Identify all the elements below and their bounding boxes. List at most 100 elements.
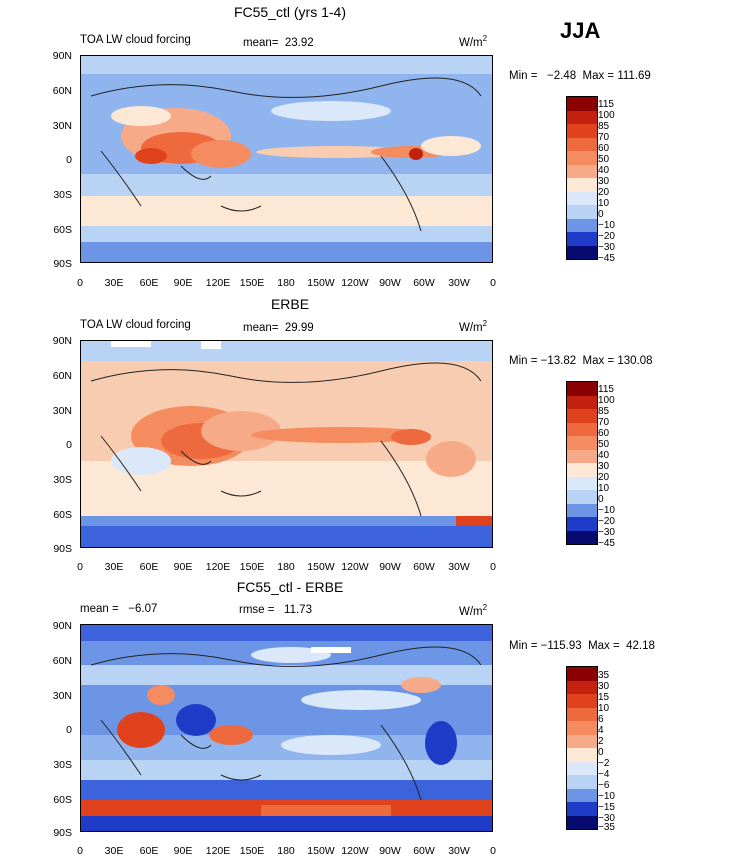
p2-lon-30e: 30E xyxy=(104,561,124,573)
panel1-colorbar xyxy=(566,96,598,260)
panel1-title: FC55_ctl (yrs 1-4) xyxy=(233,4,347,20)
p2-cbar-lbl-7: 30 xyxy=(598,461,610,472)
panel2-units: W/m2 xyxy=(459,319,488,334)
p2-lon-150w: 150W xyxy=(307,561,335,573)
p3-lon-30w: 30W xyxy=(448,845,470,857)
p1-lat-90s: 90S xyxy=(53,258,72,270)
panel1-variable-label: TOA LW cloud forcing xyxy=(80,34,191,46)
p2-lat-30n: 30N xyxy=(52,405,72,417)
p1-cbar-lbl-10: 0 xyxy=(598,209,604,220)
p1-cbar-lbl-9: 10 xyxy=(598,198,610,209)
p1-lon-60w: 60W xyxy=(413,277,435,289)
panel1-units: W/m2 xyxy=(459,34,488,49)
p3-cbar-lbl-6: 2 xyxy=(598,736,604,747)
p3-lon-0: 0 xyxy=(77,845,83,857)
p2-lon-120w: 120W xyxy=(341,561,369,573)
p2-lon-90w: 90W xyxy=(379,561,401,573)
p3-lon-30e: 30E xyxy=(104,845,124,857)
panel3-map-field xyxy=(81,625,492,831)
p1-lon-60e: 60E xyxy=(139,277,159,289)
p2-lon-150e: 150E xyxy=(239,561,265,573)
p2-lat-90n: 90N xyxy=(52,335,72,347)
p1-cbar-lbl-4: 60 xyxy=(598,143,610,154)
p1-lon-150w: 150W xyxy=(307,277,335,289)
p1-lon-30e: 30E xyxy=(104,277,124,289)
p3-cbar-lbl-0: 35 xyxy=(598,670,610,681)
p2-cbar-lbl-5: 50 xyxy=(598,439,610,450)
p3-lon-150e: 150E xyxy=(239,845,265,857)
p3-cbar-lbl-13: −30 xyxy=(598,813,615,824)
p1-lon-180: 180 xyxy=(277,277,295,289)
p3-lat-90n: 90N xyxy=(52,620,72,632)
panel3-colorbar xyxy=(566,666,598,830)
p3-lon-120w: 120W xyxy=(341,845,369,857)
p1-lon-0-end: 0 xyxy=(490,277,496,289)
panel3-title: FC55_ctl - ERBE xyxy=(236,579,344,595)
p2-cbar-lbl-9: 10 xyxy=(598,483,610,494)
p2-lat-30s: 30S xyxy=(53,474,72,486)
p2-cbar-lbl-3: 70 xyxy=(598,417,610,428)
p3-cbar-lbl-7: 0 xyxy=(598,747,604,758)
p1-cbar-lbl-0: 115 xyxy=(598,99,614,110)
p1-cbar-lbl-2: 85 xyxy=(598,121,610,132)
p2-cbar-lbl-10: 0 xyxy=(598,494,604,505)
p1-cbar-lbl-5: 50 xyxy=(598,154,610,165)
p2-lon-60w: 60W xyxy=(413,561,435,573)
p3-cbar-lbl-1: 30 xyxy=(598,681,610,692)
panel2-map xyxy=(80,340,493,548)
p1-lon-0: 0 xyxy=(77,277,83,289)
p3-lat-0: 0 xyxy=(66,724,72,736)
p3-lat-90s: 90S xyxy=(53,827,72,839)
p3-lat-30n: 30N xyxy=(52,690,72,702)
p1-lat-60s: 60S xyxy=(53,224,72,236)
panel2-variable-label: TOA LW cloud forcing xyxy=(80,319,191,331)
p1-cbar-lbl-3: 70 xyxy=(598,132,610,143)
p2-cbar-lbl-1: 100 xyxy=(598,395,615,406)
p3-lat-30s: 30S xyxy=(53,759,72,771)
p1-lat-30s: 30S xyxy=(53,189,72,201)
p3-lon-150w: 150W xyxy=(307,845,335,857)
panel1-minmax: Min = −2.48 Max = 111.69 xyxy=(509,70,651,82)
p1-cbar-lbl-6: 40 xyxy=(598,165,610,176)
p2-cbar-lbl-8: 20 xyxy=(598,472,610,483)
panel3-units: W/m2 xyxy=(459,603,488,618)
p2-lon-0: 0 xyxy=(77,561,83,573)
p3-cbar-lbl-8: −2 xyxy=(598,758,610,769)
panel2-map-field xyxy=(81,341,492,547)
p2-cbar-lbl-11: −10 xyxy=(598,505,615,516)
p3-lon-60e: 60E xyxy=(139,845,159,857)
p3-lon-120e: 120E xyxy=(205,845,231,857)
panel2-mean-label: mean= 29.99 xyxy=(243,322,314,334)
panel3-mean-label: mean = −6.07 xyxy=(80,603,158,615)
p1-cbar-lbl-7: 30 xyxy=(598,176,610,187)
p1-cbar-lbl-13: −30 xyxy=(598,242,615,253)
season-label: JJA xyxy=(560,18,601,43)
p1-lat-0: 0 xyxy=(66,154,72,166)
p2-lon-180: 180 xyxy=(277,561,295,573)
p2-lon-90e: 90E xyxy=(173,561,193,573)
panel1-map xyxy=(80,55,493,263)
panel1-map-field xyxy=(81,56,492,262)
p1-cbar-lbl-8: 20 xyxy=(598,187,610,198)
p3-lon-90w: 90W xyxy=(379,845,401,857)
p1-lon-150e: 150E xyxy=(239,277,265,289)
p2-lat-90s: 90S xyxy=(53,543,72,555)
p1-lat-30n: 30N xyxy=(52,120,72,132)
p2-cbar-lbl-6: 40 xyxy=(598,450,610,461)
p3-lon-60w: 60W xyxy=(413,845,435,857)
panel3-map xyxy=(80,624,493,832)
p2-lat-60s: 60S xyxy=(53,509,72,521)
p3-lon-180: 180 xyxy=(277,845,295,857)
p1-cbar-lbl-12: −20 xyxy=(598,231,615,242)
p3-cbar-lbl-5: 4 xyxy=(598,725,604,736)
p3-lon-90e: 90E xyxy=(173,845,193,857)
p3-cbar-lbl-10: −6 xyxy=(598,780,610,791)
p2-lon-0-end: 0 xyxy=(490,561,496,573)
p3-lat-60n: 60N xyxy=(52,655,72,667)
p3-cbar-lbl-3: 10 xyxy=(598,703,610,714)
p3-cbar-lbl-11: −10 xyxy=(598,791,615,802)
p3-lat-60s: 60S xyxy=(53,794,72,806)
p1-lon-120w: 120W xyxy=(341,277,369,289)
panel3-minmax: Min = −115.93 Max = 42.18 xyxy=(509,640,655,652)
p2-cbar-lbl-2: 85 xyxy=(598,406,610,417)
